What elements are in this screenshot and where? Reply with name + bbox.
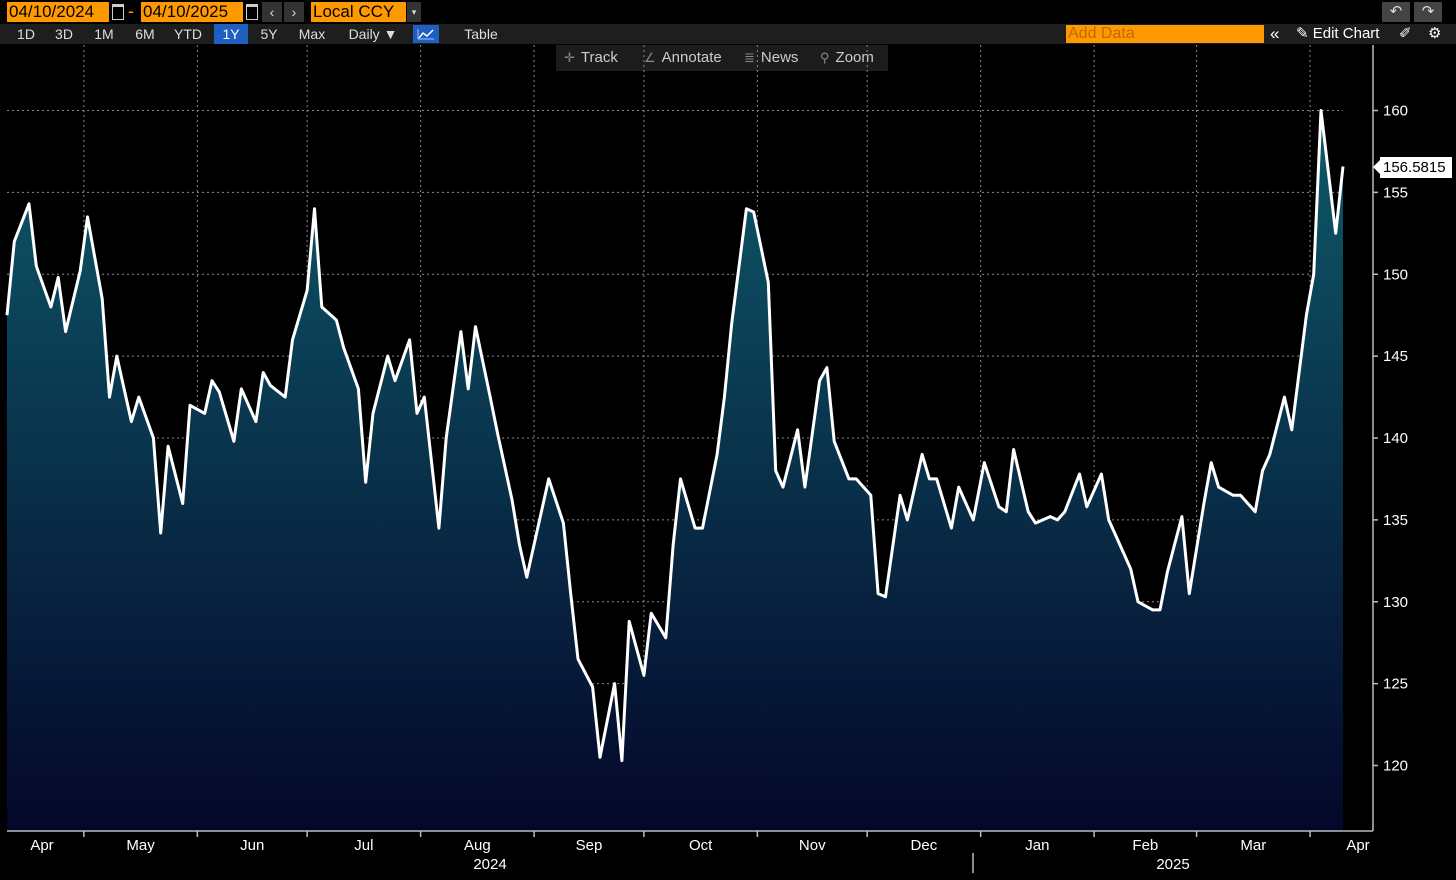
crosshair-icon: ✛: [564, 50, 575, 65]
y-tick-label: 130: [1383, 594, 1408, 611]
x-month-label: Nov: [799, 837, 826, 854]
x-month-label: Apr: [1346, 837, 1369, 854]
x-month-label: Sep: [576, 837, 603, 854]
undo-button[interactable]: ↶: [1382, 2, 1410, 22]
x-month-label: Jun: [240, 837, 264, 854]
frequency-select[interactable]: Daily ▼: [348, 26, 398, 42]
edit-chart-label: Edit Chart: [1312, 25, 1380, 42]
y-tick-label: 160: [1383, 103, 1408, 120]
period-1y-button[interactable]: 1Y: [214, 24, 248, 44]
gear-icon[interactable]: ⚙: [1428, 25, 1442, 42]
period-1m-button[interactable]: 1M: [94, 26, 114, 42]
edit-chart-button[interactable]: ✎ Edit Chart: [1296, 24, 1379, 44]
track-button[interactable]: ✛ Track: [564, 45, 618, 71]
x-axis: Apr May Jun Jul Aug Sep Oct Nov Dec Jan Feb Mar Apr 2…: [30, 831, 1370, 873]
end-date-field[interactable]: 04/10/2025: [141, 2, 243, 22]
period-3d-button[interactable]: 3D: [55, 26, 73, 42]
date-toolbar: 04/10/2024 - 04/10/2025 ‹ › Local CCY ▾ …: [0, 0, 1456, 24]
zoom-button[interactable]: ⚲ Zoom: [820, 45, 874, 71]
pen-icon: ∠: [644, 50, 656, 65]
news-button[interactable]: ≣ News: [744, 45, 798, 71]
period-5y-button[interactable]: 5Y: [260, 26, 278, 42]
start-date-field[interactable]: 04/10/2024: [7, 2, 109, 22]
y-tick-label: 125: [1383, 676, 1408, 693]
pencil-icon: ✎: [1296, 25, 1309, 42]
currency-dropdown-icon[interactable]: ▾: [407, 2, 421, 22]
date-separator: -: [128, 1, 134, 21]
y-tick-label: 150: [1383, 266, 1408, 283]
start-calendar-icon[interactable]: [112, 4, 124, 20]
table-button[interactable]: Table: [464, 26, 498, 42]
period-1d-button[interactable]: 1D: [17, 26, 35, 42]
x-month-label: Dec: [911, 837, 938, 854]
x-year-label: 2024: [473, 856, 506, 873]
period-6m-button[interactable]: 6M: [135, 26, 155, 42]
collapse-button[interactable]: «: [1270, 24, 1280, 43]
price-area-fill: [7, 110, 1343, 831]
price-line: [5, 109, 1345, 763]
annotate-settings-icon[interactable]: ✐: [1399, 25, 1412, 42]
add-data-input[interactable]: Add Data: [1066, 25, 1264, 43]
x-month-label: Aug: [464, 837, 491, 854]
period-toolbar: 1D 3D 1M 6M YTD 1Y 5Y Max Daily ▼ Table …: [0, 24, 1456, 44]
annotate-button[interactable]: ∠ Annotate: [644, 45, 722, 71]
next-period-button[interactable]: ›: [284, 2, 304, 22]
x-month-label: Jul: [354, 837, 373, 854]
y-tick-label: 135: [1383, 512, 1408, 529]
y-tick-label: 155: [1383, 184, 1408, 201]
y-tick-label: 120: [1383, 758, 1408, 775]
y-tick-label: 140: [1383, 430, 1408, 447]
redo-button[interactable]: ↷: [1414, 2, 1442, 22]
track-label: Track: [580, 49, 618, 66]
y-axis: 120 125 130 135 140 145 150 155 160: [1373, 103, 1408, 775]
y-tick-label: 145: [1383, 348, 1408, 365]
x-year-label: 2025: [1156, 856, 1189, 873]
x-month-label: Mar: [1240, 837, 1266, 854]
x-month-label: Feb: [1132, 837, 1158, 854]
annotate-label: Annotate: [661, 49, 722, 66]
chart-toolbar: ✛ Track ∠ Annotate ≣ News ⚲ Zoom: [556, 45, 888, 71]
news-icon: ≣: [744, 50, 755, 65]
previous-period-button[interactable]: ‹: [262, 2, 282, 22]
zoom-label: Zoom: [835, 49, 874, 66]
news-label: News: [760, 49, 799, 66]
magnifier-icon: ⚲: [820, 50, 830, 65]
currency-select[interactable]: Local CCY: [311, 2, 406, 22]
period-ytd-button[interactable]: YTD: [174, 26, 202, 42]
last-value-tag: 156.5815: [1373, 156, 1452, 178]
end-calendar-icon[interactable]: [246, 4, 258, 20]
x-month-label: Jan: [1025, 837, 1049, 854]
line-chart-icon[interactable]: [413, 25, 439, 43]
x-month-label: Oct: [689, 837, 713, 854]
x-month-label: Apr: [30, 837, 53, 854]
x-month-label: May: [126, 837, 155, 854]
period-max-button[interactable]: Max: [298, 26, 326, 42]
